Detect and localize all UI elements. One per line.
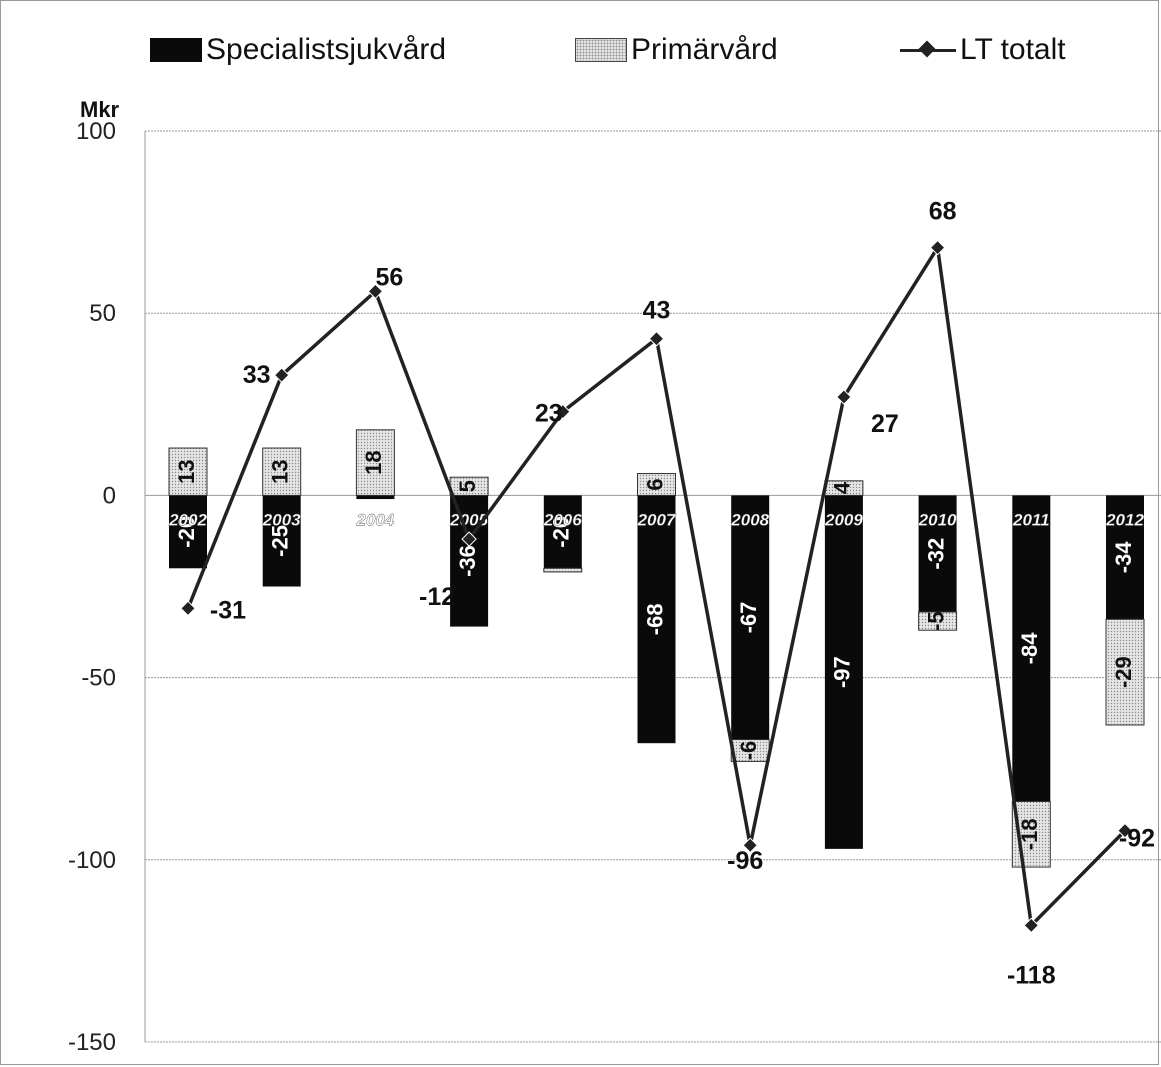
legend-swatch-specialist (150, 38, 202, 62)
bar-value-label: -29 (1111, 656, 1136, 688)
total-line-value-label: -12 (419, 583, 455, 611)
bar-specialist (543, 495, 582, 569)
bar-value-label: -34 (1111, 541, 1136, 574)
total-line-value-label: 23 (535, 400, 563, 428)
x-tick-label: 2006 (543, 510, 582, 529)
legend-label-total: LT totalt (960, 33, 1066, 66)
x-tick-label: 2007 (637, 510, 677, 529)
bar-value-label: -84 (1017, 632, 1042, 665)
bar-specialist (1012, 495, 1051, 802)
bar-specialist (637, 495, 676, 744)
bar-primary (1105, 618, 1145, 726)
x-tick-label: 2002 (168, 510, 207, 529)
x-tick-label: 2004 (355, 510, 394, 529)
gridlines (144, 130, 1161, 1043)
y-axis-unit-label: Mkr (80, 97, 120, 122)
bar-value-label: -20 (174, 516, 199, 548)
bar-primary (355, 429, 395, 496)
bar-value-label: 13 (268, 459, 293, 483)
total-line-point (836, 389, 852, 405)
bar-value-label: -36 (455, 545, 480, 577)
bar-primary (918, 611, 958, 631)
bar-specialist (262, 495, 301, 587)
bar-value-label: -20 (549, 516, 574, 548)
total-line-point (1023, 917, 1040, 934)
total-line-point (1117, 822, 1133, 839)
total-line-value-label: -96 (727, 847, 763, 875)
legend-label-specialist: Specialistsjukvård (206, 33, 447, 66)
legend: Specialistsjukvård Primärvård LT totalt (150, 30, 1150, 70)
y-tick-label: -100 (68, 847, 116, 874)
bar-primary (168, 447, 208, 496)
bar-value-label: 13 (174, 459, 199, 483)
x-tick-label: 2012 (1105, 510, 1144, 529)
total-line-value-label: -31 (210, 596, 246, 624)
y-tick-label: 0 (103, 482, 116, 509)
bar-specialist (169, 495, 207, 569)
bar-value-label: -5 (923, 611, 948, 631)
total-line-point (929, 239, 946, 256)
bar-specialist (824, 495, 863, 849)
total-line-point (742, 837, 758, 854)
bar-specialist (450, 495, 489, 627)
total-line-point (461, 531, 477, 547)
x-tick-label: 2010 (918, 510, 957, 529)
y-tick-label: 50 (89, 300, 116, 327)
bar-specialist (918, 495, 957, 613)
legend-swatch-primary (575, 38, 627, 62)
bar-specialist (1106, 495, 1144, 620)
x-axis-ticks: 2002 2003 2004 2005 2006 2007 2008 2009 2010 2011… (168, 510, 1145, 529)
total-line-value-label: -92 (1119, 825, 1155, 853)
total-line-value-label: 43 (643, 297, 671, 325)
legend-item-total: LT totalt (900, 30, 1066, 70)
bar-value-label: -6 (736, 741, 761, 761)
y-axis-ticks: 100 50 0 -50 -100 -150 (68, 118, 116, 1056)
total-line-value-label: 33 (243, 361, 271, 389)
total-line-value-label: 68 (929, 198, 957, 226)
x-tick-label: 2011 (1012, 510, 1050, 529)
total-line-point (367, 283, 384, 300)
x-tick-label: 2003 (262, 510, 301, 529)
bar-specialist (731, 495, 770, 740)
bar-primary (262, 447, 302, 496)
x-tick-label: 2008 (730, 510, 769, 529)
bar-value-label: 6 (642, 478, 667, 490)
legend-item-primary: Primärvård (575, 30, 778, 70)
total-line-value-label: 56 (375, 263, 403, 291)
legend-line-total-icon (900, 38, 956, 62)
bar-value-label: 4 (830, 481, 855, 494)
total-line-value-label: -118 (1007, 961, 1056, 989)
bar-primary (637, 473, 676, 496)
total-line-value-label: 27 (871, 410, 899, 438)
bar-value-label: -68 (642, 603, 667, 635)
total-line-point (180, 600, 196, 617)
bar-value-label: -25 (268, 525, 293, 557)
total-line-point (648, 330, 665, 347)
bar-primary (543, 567, 583, 573)
bar-value-label: -32 (923, 538, 948, 570)
y-tick-label: 100 (76, 118, 116, 145)
y-tick-label: -150 (68, 1029, 116, 1056)
total-line-point (273, 367, 290, 383)
bar-value-label: -67 (736, 602, 761, 634)
x-tick-label: 2009 (824, 510, 863, 529)
bars: -20 13 -25 13 18 -36 5 -20 -68 6 -67 -6 -97 4 -32 -5 -84… (168, 429, 1145, 868)
total-line-point (555, 403, 571, 420)
bar-value-label: -97 (830, 656, 855, 688)
bar-value-label: 18 (361, 450, 386, 474)
y-tick-label: -50 (81, 665, 116, 692)
legend-item-specialist: Specialistsjukvård (150, 30, 446, 70)
bar-specialist (356, 495, 395, 500)
legend-label-primary: Primärvård (631, 33, 778, 66)
bar-value-label: 5 (455, 480, 480, 492)
